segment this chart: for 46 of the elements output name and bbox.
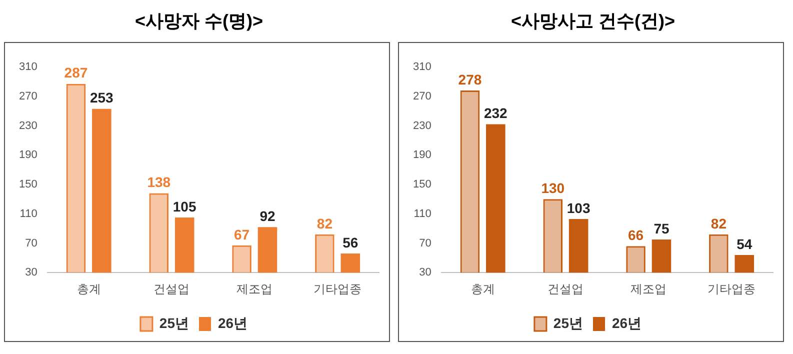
y-tick-label: 310 <box>412 61 432 74</box>
data-label: 278 <box>458 71 482 88</box>
y-tick-label: 150 <box>412 178 432 191</box>
data-label: 82 <box>710 215 727 232</box>
chart-title: <사망사고 건수(건)> <box>510 10 676 33</box>
data-label: 75 <box>654 220 670 236</box>
x-tick-label: 총계 <box>470 282 495 296</box>
y-tick-label: 310 <box>18 61 38 74</box>
x-tick-label: 건설업 <box>154 282 190 296</box>
data-label: 82 <box>316 215 333 232</box>
y-tick-label: 270 <box>412 90 432 102</box>
legend-label: 26년 <box>612 314 642 331</box>
data-label: 138 <box>147 174 171 190</box>
legend-label: 25년 <box>553 314 584 331</box>
y-tick-label: 270 <box>18 90 38 102</box>
y-tick-label: 230 <box>18 120 38 132</box>
legend-label: 26년 <box>218 314 248 331</box>
x-tick-label: 총계 <box>76 282 101 296</box>
x-tick-label: 기타업종 <box>314 282 362 296</box>
y-tick-label: 230 <box>412 120 432 132</box>
x-tick-label: 제조업 <box>236 282 273 296</box>
data-label: 92 <box>260 208 276 224</box>
data-label: 56 <box>342 234 358 250</box>
y-tick-label: 30 <box>25 266 38 279</box>
y-tick-label: 110 <box>20 208 38 220</box>
data-label: 66 <box>628 227 644 244</box>
data-label: 54 <box>736 236 752 252</box>
legend-label: 25년 <box>159 314 190 331</box>
data-label: 67 <box>234 226 250 242</box>
chart-title: <사망자 수(명)> <box>134 10 264 33</box>
y-tick-label: 190 <box>18 149 38 162</box>
data-label: 232 <box>484 105 508 122</box>
data-label: 287 <box>64 64 88 81</box>
y-tick-label: 110 <box>414 208 432 220</box>
x-tick-label: 기타업종 <box>708 282 756 296</box>
data-label: 130 <box>541 180 565 196</box>
y-tick-label: 30 <box>419 266 432 279</box>
y-tick-label: 70 <box>419 237 432 250</box>
y-tick-label: 150 <box>18 178 38 191</box>
data-label: 105 <box>172 198 196 214</box>
data-label: 103 <box>566 200 590 216</box>
x-tick-label: 건설업 <box>548 282 584 296</box>
x-tick-label: 제조업 <box>630 282 667 296</box>
data-label: 253 <box>90 90 114 106</box>
y-tick-label: 70 <box>25 237 38 250</box>
y-tick-label: 190 <box>412 149 432 162</box>
